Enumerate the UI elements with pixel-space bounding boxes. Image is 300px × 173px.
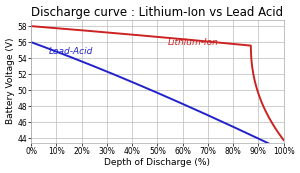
Text: Lead-Acid: Lead-Acid <box>49 47 93 56</box>
Y-axis label: Battery Voltage (V): Battery Voltage (V) <box>6 38 15 124</box>
Text: Lithium-Ion: Lithium-Ion <box>167 38 218 47</box>
Title: Discharge curve : Lithium-Ion vs Lead Acid: Discharge curve : Lithium-Ion vs Lead Ac… <box>32 6 284 19</box>
X-axis label: Depth of Discharge (%): Depth of Discharge (%) <box>104 158 210 167</box>
